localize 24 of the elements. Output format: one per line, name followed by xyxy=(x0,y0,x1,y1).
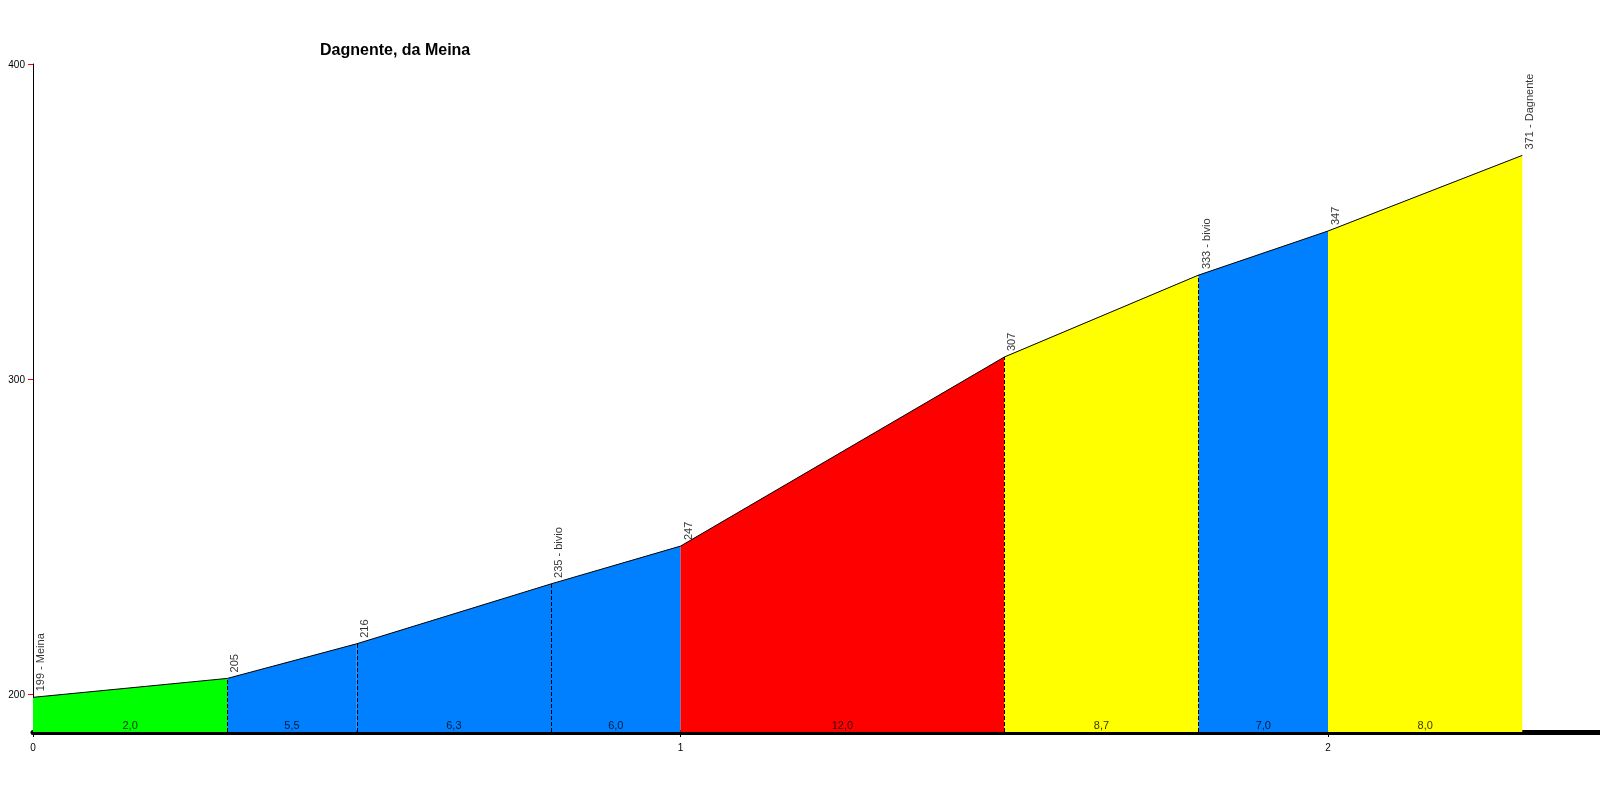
y-tick-label: 200 xyxy=(8,688,26,700)
annotation: 307 xyxy=(1005,332,1018,352)
annotation: 7,0 xyxy=(1255,718,1271,731)
annotation: 8,0 xyxy=(1417,718,1433,731)
annotation: 5,5 xyxy=(284,718,300,731)
annotation: 6,0 xyxy=(608,718,624,731)
y-tick-label: 400 xyxy=(8,58,26,70)
annotation: 205 xyxy=(228,654,241,673)
annotation: 8,7 xyxy=(1093,718,1110,731)
annotation: 247 xyxy=(681,521,694,541)
annotation: 347 xyxy=(1329,206,1342,225)
annotation: 371 - Dagnente xyxy=(1523,73,1536,150)
annotation: 199 - Meina xyxy=(34,632,46,692)
x-tick-label: 2 xyxy=(1325,741,1332,753)
x-tick-label: 0 xyxy=(30,741,37,753)
annotation: 235 - bivio xyxy=(552,527,565,578)
x-tick-label: 1 xyxy=(677,741,684,753)
annotation: 2,0 xyxy=(122,718,138,731)
annotation: 12,0 xyxy=(831,718,854,731)
y-tick-label: 300 xyxy=(8,373,26,385)
annotation: 6,3 xyxy=(446,718,462,731)
chart-title: Dagnente, da Meina xyxy=(320,40,471,58)
annotation: 333 - bivio xyxy=(1199,218,1212,270)
annotation: 216 xyxy=(357,619,370,638)
